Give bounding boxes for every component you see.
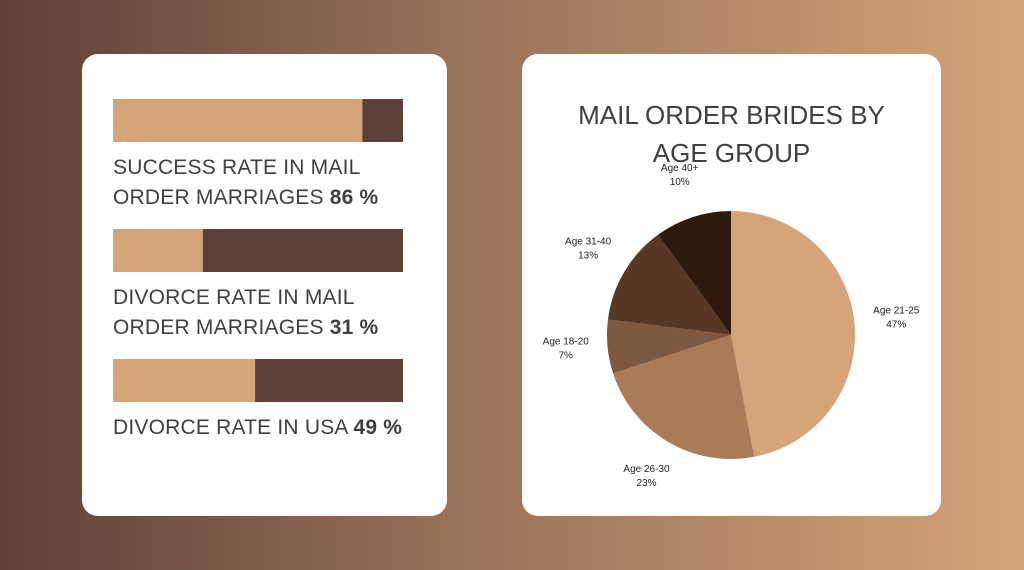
bar-fill <box>113 99 363 142</box>
bar-value-label: 49 % <box>353 416 403 439</box>
pie-slice <box>658 211 731 335</box>
bar-category: SUCCESS RATE IN MAIL ORDER MARRIAGES <box>113 156 360 209</box>
slice-label: Age 26-30 <box>623 464 670 475</box>
bar-fill <box>113 229 203 272</box>
slice-value-label: 47% <box>886 319 906 330</box>
bar-value-label: 86 % <box>329 186 379 209</box>
bar-label: SUCCESS RATE IN MAIL ORDER MARRIAGES 86 … <box>113 153 413 213</box>
slice-value-label: 13% <box>578 250 598 261</box>
chart-title: MAIL ORDER BRIDES BY AGE GROUP <box>578 100 885 168</box>
slice-label: Age 21-25 <box>873 305 920 316</box>
bar-value-label: 31 % <box>329 316 379 339</box>
pie-slice <box>731 211 855 457</box>
bar-label: DIVORCE RATE IN USA 49 % <box>113 413 413 443</box>
bar-category: DIVORCE RATE IN USA <box>113 416 348 439</box>
pie-slice <box>613 335 755 459</box>
slice-value-label: 10% <box>670 177 690 188</box>
slice-label: Age 18-20 <box>543 337 590 348</box>
slice-label: Age 40+ <box>661 163 699 174</box>
slice-label: Age 31-40 <box>565 236 612 247</box>
bar-label: DIVORCE RATE IN MAIL ORDER MARRIAGES 31 … <box>113 283 413 343</box>
slice-value-label: 7% <box>559 351 574 362</box>
bar-category: DIVORCE RATE IN MAIL ORDER MARRIAGES <box>113 286 354 339</box>
slice-value-label: 23% <box>636 478 656 489</box>
bar-fill <box>113 359 256 402</box>
pie-slice <box>607 234 731 335</box>
pie-slice <box>607 319 731 374</box>
